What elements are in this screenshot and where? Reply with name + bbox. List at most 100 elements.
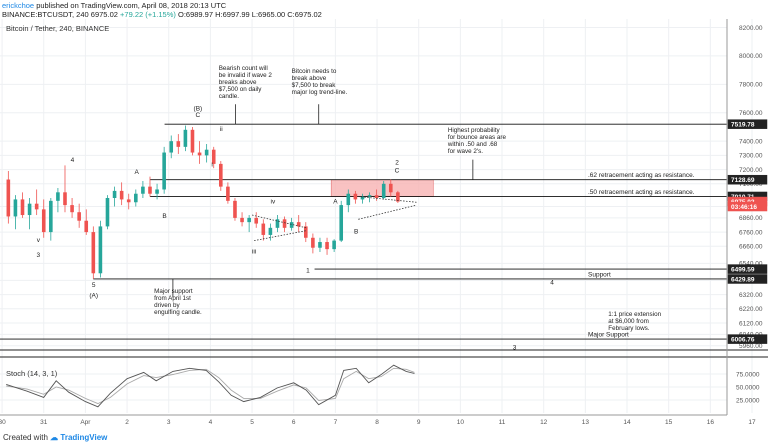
candle-body	[282, 219, 287, 228]
wave-label: 1	[306, 268, 310, 275]
candle	[346, 189, 351, 213]
chart-title: Bitcoin / Tether, 240, BINANCE	[6, 24, 109, 33]
candle	[374, 189, 379, 201]
candle	[296, 215, 301, 233]
price-change: +79.22 (+1.15%)	[120, 10, 176, 19]
candle	[27, 197, 32, 230]
wave-label: A	[333, 199, 338, 206]
y-tick-label: 6320.00	[739, 292, 763, 299]
candle-body	[70, 205, 74, 213]
candle-body	[77, 212, 81, 221]
candle-body	[240, 217, 244, 223]
candle-body	[20, 199, 25, 216]
chart-area[interactable]: .62 retracement acting as resistance. .50…	[0, 19, 768, 431]
x-tick-label: Apr	[80, 419, 91, 426]
axes: 30 31 Apr 2 3 4 5 6 7 8 9 10 11 12 13 14 15 16 178200.0080…	[0, 19, 768, 426]
tradingview-brand[interactable]: TradingView	[60, 433, 108, 442]
candle	[70, 197, 74, 218]
y-tick-label: 7200.00	[739, 167, 763, 174]
candle-body	[325, 242, 329, 250]
price-label-box	[727, 201, 768, 212]
price-label-box	[727, 174, 768, 185]
candle	[91, 226, 96, 279]
x-tick-label: 8	[375, 419, 379, 426]
candle-body	[353, 193, 358, 200]
candle	[240, 212, 244, 227]
candle-body	[275, 219, 280, 228]
author-name[interactable]: erickchoe	[2, 1, 35, 10]
annotation-line: candle.	[219, 93, 240, 100]
candle-body	[56, 192, 60, 201]
x-tick-label: 15	[665, 419, 673, 426]
annotation-line: Bitcoin needs to	[292, 68, 337, 75]
wave-label: C	[196, 112, 201, 119]
price-label: 7128.69	[731, 177, 755, 184]
wave-label: B	[162, 213, 166, 220]
price-label: 6429.89	[731, 276, 755, 283]
wave-label: 4	[71, 157, 75, 164]
candle	[119, 182, 124, 206]
x-tick-label: 14	[623, 419, 631, 426]
y-tick-label: 7800.00	[739, 82, 763, 89]
candle-body	[204, 149, 209, 156]
x-tick-label: 7	[334, 419, 338, 426]
wave-label: (B)	[194, 106, 203, 113]
candle-body	[126, 199, 131, 203]
candle-body	[268, 227, 273, 235]
level-note: .62 retracement acting as resistance.	[588, 172, 695, 179]
candle-body	[367, 195, 372, 197]
annotation-line: within .50 and .68	[447, 141, 498, 148]
candle-body	[183, 129, 188, 147]
price-label-box	[727, 274, 768, 284]
stoch-pane	[6, 364, 415, 408]
candle	[325, 237, 329, 255]
annotation-line: $7,500 to break	[292, 82, 337, 89]
annotation-line: be invalid if wave 2	[219, 72, 273, 79]
annotation-line: for bounce areas are	[448, 134, 507, 141]
wave-label: iv	[271, 199, 276, 206]
candle	[311, 233, 315, 254]
candle-body	[141, 186, 145, 194]
wave-label: (A)	[89, 292, 98, 299]
candle	[289, 217, 294, 231]
candle	[105, 195, 110, 230]
candle	[134, 189, 138, 207]
candle	[126, 193, 131, 210]
candle	[303, 222, 308, 243]
x-tick-label: 9	[417, 419, 421, 426]
candle	[261, 219, 266, 241]
annotation-line: engulfing candle.	[154, 309, 202, 316]
candle-body	[233, 200, 237, 218]
level-note: .50 retracement acting as resistance.	[588, 189, 695, 196]
y-tick-label: 7600.00	[739, 110, 763, 117]
candle-body	[6, 179, 11, 217]
x-tick-label: 31	[40, 419, 48, 426]
candle	[98, 220, 103, 278]
x-tick-label: 30	[0, 419, 6, 426]
annotation-line: driven by	[154, 302, 180, 309]
annotation-line: from April 1st	[154, 295, 191, 302]
stoch-tick-label: 25.0000	[736, 397, 760, 404]
stoch-tick-label: 75.0000	[736, 371, 760, 378]
candle-body	[41, 209, 46, 233]
y-tick-label: 8000.00	[739, 53, 763, 60]
candle	[56, 188, 60, 213]
candle	[6, 171, 11, 224]
price-label-box	[727, 119, 768, 129]
stoch-indicator-label: Stoch (14, 3, 1)	[6, 369, 58, 378]
x-tick-label: 5	[250, 419, 254, 426]
price-label: 6499.59	[731, 267, 755, 274]
candle	[282, 216, 287, 233]
y-tick-label: 7400.00	[739, 138, 763, 145]
footer: Created with ☁ TradingView	[0, 431, 768, 445]
candle	[169, 135, 174, 159]
price-label: 03:46:16	[731, 204, 757, 211]
candle-body	[339, 205, 344, 241]
y-tick-label: 6540.00	[739, 261, 763, 268]
candle-body	[226, 186, 230, 201]
candle-body	[91, 232, 96, 274]
annotation-line: $7,500 on daily	[219, 86, 263, 93]
candle-body	[318, 242, 322, 248]
wave-label: 5	[92, 282, 96, 289]
